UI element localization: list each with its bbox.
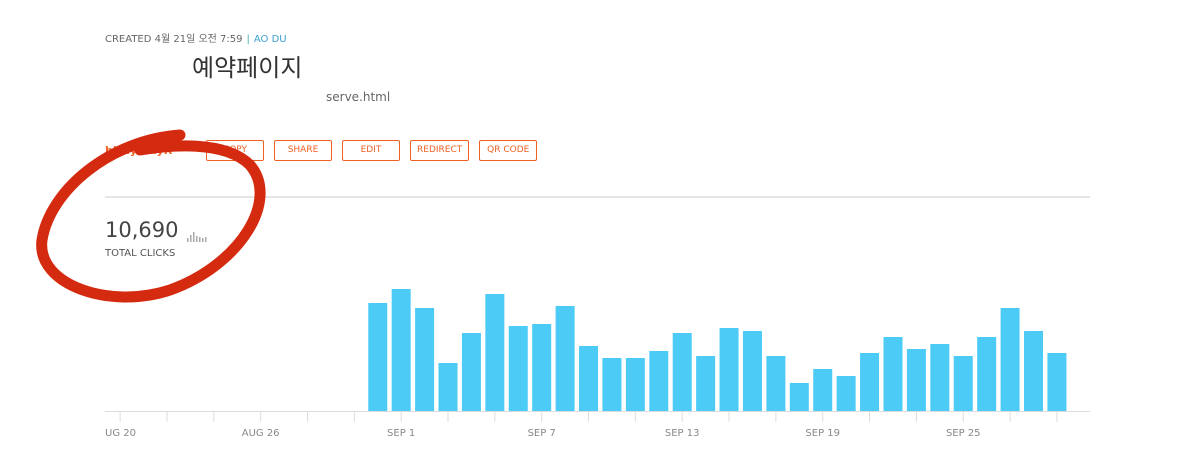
bar xyxy=(977,337,997,411)
title: 예약페이지 xyxy=(192,54,303,82)
bar xyxy=(696,356,716,411)
bar xyxy=(555,306,575,411)
bar xyxy=(930,344,950,411)
bar xyxy=(532,324,552,411)
bar xyxy=(836,376,856,411)
bar xyxy=(742,331,762,411)
x-tick-label: SEP 13 xyxy=(665,428,700,439)
bar xyxy=(813,369,833,411)
bar xyxy=(602,358,622,411)
bar xyxy=(461,333,481,411)
action-button[interactable]: SHARE xyxy=(274,140,332,161)
x-tick-label: SEP 19 xyxy=(805,428,840,439)
sparkline-icon xyxy=(187,232,207,242)
bar xyxy=(438,363,458,411)
bar xyxy=(649,351,669,411)
bar xyxy=(415,308,435,411)
bar xyxy=(368,303,388,411)
action-button[interactable]: EDIT xyxy=(342,140,400,161)
annotation-circle xyxy=(36,129,266,303)
bar xyxy=(906,349,926,411)
action-button[interactable]: REDIRECT xyxy=(410,140,470,161)
author[interactable]: AO DU xyxy=(253,34,287,45)
total-clicks-label: TOTAL CLICKS xyxy=(105,248,176,259)
bar xyxy=(391,289,411,411)
bar xyxy=(860,353,880,411)
bar xyxy=(953,356,973,411)
bar xyxy=(1000,308,1020,411)
bar xyxy=(719,328,739,411)
bar xyxy=(883,337,903,411)
bar xyxy=(1047,353,1067,411)
bar xyxy=(508,326,528,411)
created-info: CREATED 4월 21일 오전 7:59 | AO DU xyxy=(105,30,287,45)
bar xyxy=(485,294,505,411)
bar xyxy=(579,346,599,411)
x-tick-label: UG 20 xyxy=(105,428,136,439)
bar xyxy=(672,333,692,411)
long-url[interactable]: serve.html xyxy=(326,90,391,104)
x-tick-label: SEP 1 xyxy=(387,428,415,439)
bar xyxy=(789,383,809,411)
x-tick-label: SEP 7 xyxy=(528,428,556,439)
x-tick-label: SEP 25 xyxy=(946,428,981,439)
bar xyxy=(1024,331,1044,411)
created: CREATED 4월 21일 오전 7:59 xyxy=(105,34,243,45)
action-button[interactable]: QR CODE xyxy=(479,140,538,161)
total-clicks: 10,690 xyxy=(105,218,179,242)
bar xyxy=(625,358,645,411)
bar xyxy=(766,356,786,411)
separator: | xyxy=(246,34,250,45)
x-tick-label: AUG 26 xyxy=(242,428,280,439)
